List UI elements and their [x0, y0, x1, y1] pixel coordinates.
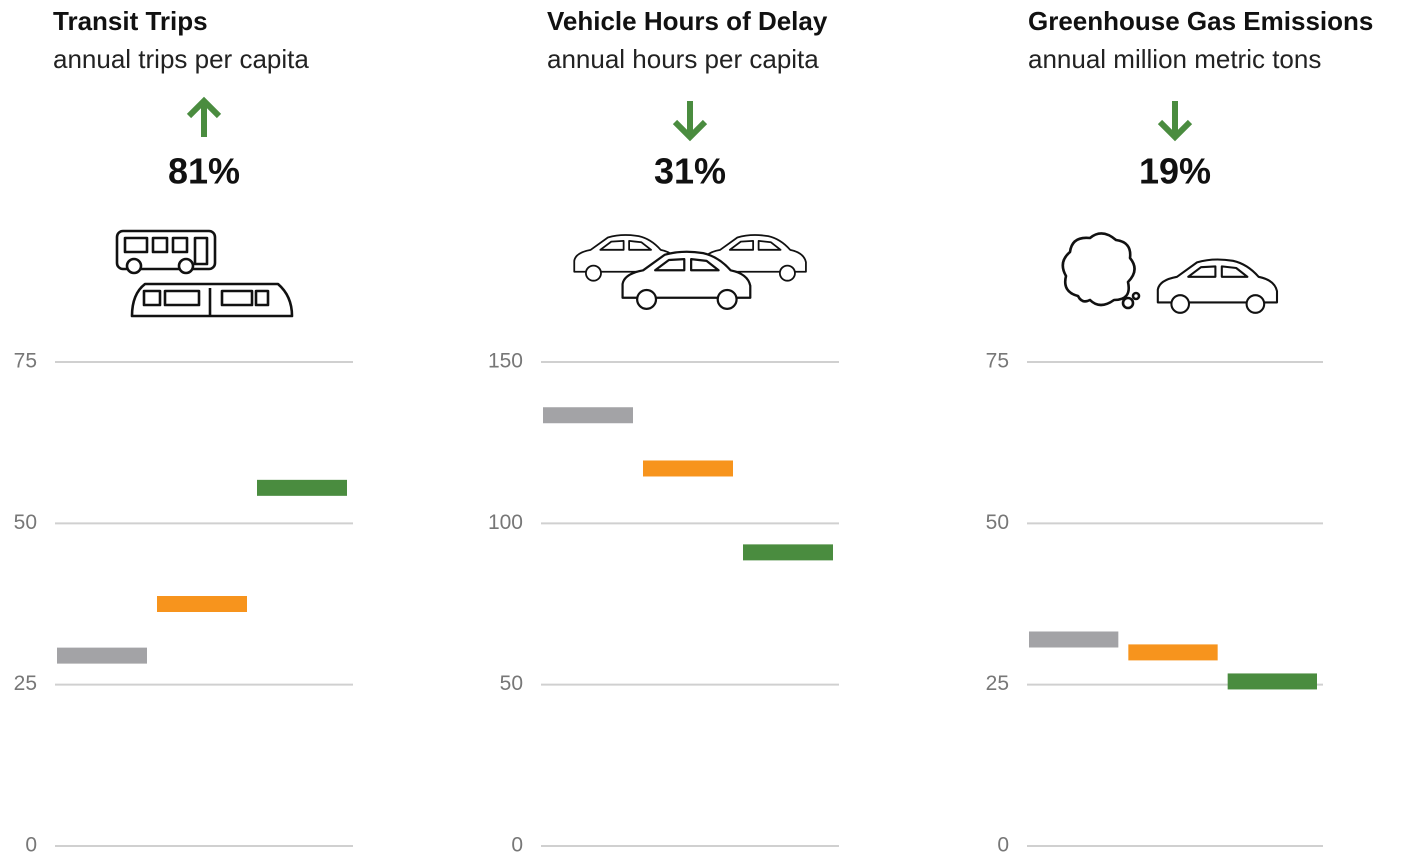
panel-subtitle: annual hours per capita	[547, 44, 819, 74]
emissions-icon	[1061, 232, 1279, 314]
change-percent: 19%	[1139, 151, 1211, 192]
y-tick-label: 0	[511, 834, 523, 855]
y-tick-label: 75	[14, 350, 37, 373]
panel-subtitle: annual trips per capita	[53, 44, 309, 74]
y-tick-label: 50	[986, 511, 1009, 534]
marker-bar	[1227, 673, 1317, 690]
change-arrow	[672, 101, 708, 142]
panel-title: Vehicle Hours of Delay	[547, 6, 828, 36]
marker-bar	[257, 479, 347, 496]
y-tick-label: 100	[488, 511, 523, 534]
marker-bar	[157, 596, 247, 612]
y-tick-label: 25	[986, 672, 1009, 695]
y-tick-label: 50	[500, 672, 523, 695]
marker-bar	[543, 407, 633, 424]
marker-bar	[643, 460, 733, 477]
change-percent: 31%	[654, 151, 726, 192]
change-percent: 81%	[168, 151, 240, 192]
marker-bar	[1128, 644, 1218, 661]
y-tick-label: 50	[14, 511, 37, 534]
marker-bar	[1029, 631, 1119, 648]
panel-title: Greenhouse Gas Emissions	[1028, 6, 1373, 36]
y-tick-label: 0	[997, 834, 1009, 855]
panel-subtitle: annual million metric tons	[1028, 44, 1321, 74]
marker-bar	[743, 544, 833, 561]
change-arrow	[1157, 101, 1193, 142]
y-tick-label: 25	[14, 672, 37, 695]
marker-bar	[57, 647, 147, 664]
y-tick-label: 150	[488, 350, 523, 373]
bus-train-icon	[115, 229, 294, 318]
y-tick-label: 0	[25, 834, 37, 855]
traffic-icon	[573, 234, 807, 311]
panel-title: Transit Trips	[53, 6, 208, 36]
y-tick-label: 75	[986, 350, 1009, 373]
change-arrow	[186, 96, 222, 137]
